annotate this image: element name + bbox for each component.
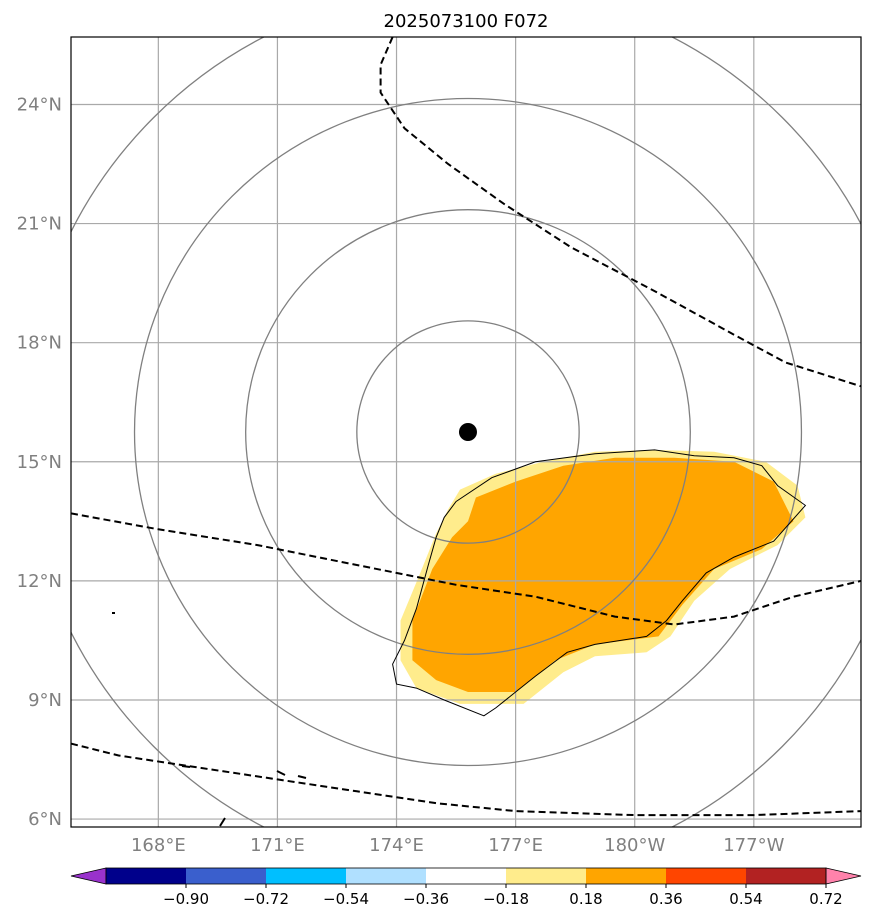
colorbar-tick-label: 0.36 (649, 890, 682, 908)
colorbar-tick-label: −0.36 (403, 890, 449, 908)
colorbar-segment (426, 868, 506, 884)
x-tick-label: 168°E (131, 835, 186, 856)
dashed-line (71, 512, 861, 626)
dashed-line (71, 742, 861, 817)
colorbar-segment (106, 868, 186, 884)
y-tick-label: 21°N (17, 214, 62, 235)
colorbar-segment (586, 868, 666, 884)
colorbar-tick-label: 0.72 (809, 890, 842, 908)
y-tick-label: 24°N (17, 94, 62, 115)
colorbar-segment (746, 868, 826, 884)
colorbar-extend-high (825, 867, 862, 885)
colorbar-tick-label: −0.18 (483, 890, 529, 908)
y-tick-label: 9°N (28, 690, 62, 711)
colorbar-segment (346, 868, 426, 884)
x-tick-label: 177°W (723, 835, 784, 856)
coastline-fragment (276, 770, 286, 776)
contour-outline (392, 449, 807, 717)
colorbar-tick-label: −0.54 (323, 890, 369, 908)
coastline-fragment (219, 817, 226, 827)
chart-title: 2025073100 F072 (384, 11, 549, 32)
x-tick-label: 177°E (488, 835, 543, 856)
y-tick-label: 18°N (17, 333, 62, 354)
colorbar-tick-label: −0.72 (243, 890, 289, 908)
y-tick-label: 15°N (17, 452, 62, 473)
colorbar-tick-label: 0.18 (569, 890, 602, 908)
range-ring (133, 97, 803, 767)
colorbar-segment (266, 868, 346, 884)
x-tick-label: 174°E (369, 835, 424, 856)
colorbar-extend-low (70, 867, 107, 885)
storm-center-marker (458, 423, 477, 441)
colorbar-tick-label: 0.54 (729, 890, 762, 908)
colorbar-frame (105, 867, 827, 885)
plot-frame (70, 36, 862, 828)
y-tick-label: 6°N (28, 809, 62, 830)
colorbar-segment (506, 868, 586, 884)
coastline-fragment (297, 775, 307, 779)
x-tick-label: 171°E (250, 835, 305, 856)
range-ring (356, 320, 580, 544)
colorbar-tick-label: −0.90 (163, 890, 209, 908)
range-ring (245, 209, 691, 655)
y-tick-label: 12°N (17, 571, 62, 592)
dashed-line (379, 37, 861, 388)
range-ring (71, 37, 861, 827)
coastline-fragment (181, 765, 191, 768)
colorbar-segment (186, 868, 266, 884)
x-tick-label: 180°W (604, 835, 665, 856)
colorbar-segment (666, 868, 746, 884)
shaded-region-main (412, 457, 794, 692)
